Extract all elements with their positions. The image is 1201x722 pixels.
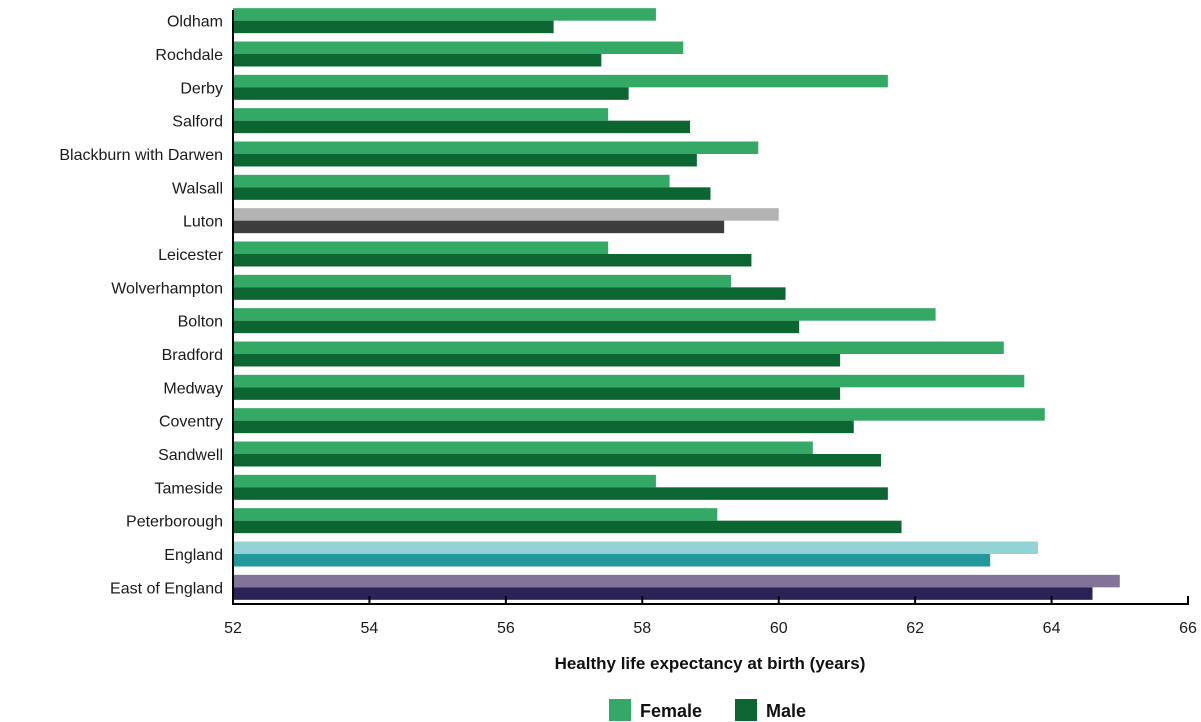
bar-wolverhampton-female xyxy=(233,274,731,288)
bar-sandwell-female xyxy=(233,441,813,454)
legend: Female Male xyxy=(609,699,806,721)
bar-wolverhampton-male xyxy=(233,287,786,300)
category-label-bradford: Bradford xyxy=(162,347,223,364)
x-tick-label-58: 58 xyxy=(633,620,651,637)
category-label-peterborough: Peterborough xyxy=(126,514,223,531)
bar-tameside-female xyxy=(233,474,656,488)
bar-bolton-male xyxy=(233,320,800,334)
bar-walsall-female xyxy=(233,174,670,188)
x-axis-ticks: 52 54 56 58 60 62 64 66 xyxy=(224,596,1197,637)
bar-peterborough-male xyxy=(233,520,902,534)
bar-salford-female xyxy=(233,108,609,121)
bar-oldham-female xyxy=(233,8,656,21)
bar-leicester-male xyxy=(233,254,752,267)
bar-derby-female xyxy=(233,74,888,88)
bar-peterborough-female xyxy=(233,508,718,521)
category-label-blackburn-with-darwen: Blackburn with Darwen xyxy=(59,147,223,164)
bar-tameside-male xyxy=(233,487,888,500)
bar-luton-female xyxy=(233,208,779,221)
category-label-wolverhampton: Wolverhampton xyxy=(111,280,223,297)
bar-leicester-female xyxy=(233,241,609,254)
bar-england-female xyxy=(233,541,1038,554)
legend-swatch-female xyxy=(609,699,631,721)
bar-blackburn-with-darwen-male xyxy=(233,154,697,167)
category-label-tameside: Tameside xyxy=(155,480,224,497)
legend-swatch-male xyxy=(735,699,757,721)
category-label-leicester: Leicester xyxy=(158,247,224,264)
bar-england-male xyxy=(233,554,991,567)
bar-bradford-female xyxy=(233,341,1004,354)
category-label-coventry: Coventry xyxy=(159,414,223,431)
category-label-oldham: Oldham xyxy=(167,14,223,31)
x-tick-label-60: 60 xyxy=(770,620,788,637)
x-tick-label-64: 64 xyxy=(1043,620,1061,637)
bar-sandwell-male xyxy=(233,454,882,467)
legend-label-male: Male xyxy=(766,701,806,721)
category-label-medway: Medway xyxy=(163,380,223,397)
bars-group xyxy=(233,8,1120,600)
category-label-salford: Salford xyxy=(172,114,223,131)
bar-medway-female xyxy=(233,374,1025,388)
bar-coventry-female xyxy=(233,408,1045,421)
bar-bradford-male xyxy=(233,354,841,367)
bar-derby-male xyxy=(233,87,629,100)
bar-coventry-male xyxy=(233,420,854,434)
category-label-sandwell: Sandwell xyxy=(158,447,223,464)
bar-bolton-female xyxy=(233,308,936,321)
x-tick-label-62: 62 xyxy=(906,620,924,637)
x-tick-label-56: 56 xyxy=(497,620,515,637)
category-label-derby: Derby xyxy=(180,80,223,97)
x-tick-label-52: 52 xyxy=(224,620,242,637)
x-tick-label-54: 54 xyxy=(361,620,379,637)
x-axis-title: Healthy life expectancy at birth (years) xyxy=(555,654,866,673)
bar-east-of-england-male xyxy=(233,587,1093,600)
bar-east-of-england-female xyxy=(233,574,1120,588)
bar-walsall-male xyxy=(233,187,711,200)
category-label-rochdale: Rochdale xyxy=(155,47,223,64)
category-label-walsall: Walsall xyxy=(172,180,223,197)
x-tick-label-66: 66 xyxy=(1179,620,1197,637)
category-label-east-of-england: East of England xyxy=(110,580,223,597)
bar-rochdale-female xyxy=(233,41,684,54)
bar-blackburn-with-darwen-female xyxy=(233,141,759,154)
category-label-england: England xyxy=(164,547,223,564)
bar-luton-male xyxy=(233,220,725,234)
category-labels: Oldham Rochdale Derby Salford Blackburn with… xyxy=(59,14,223,598)
bar-medway-male xyxy=(233,387,841,400)
bar-salford-male xyxy=(233,120,691,134)
legend-label-female: Female xyxy=(640,701,702,721)
category-label-luton: Luton xyxy=(183,214,223,231)
category-label-bolton: Bolton xyxy=(178,314,223,331)
bar-rochdale-male xyxy=(233,54,602,67)
bar-oldham-male xyxy=(233,20,554,34)
